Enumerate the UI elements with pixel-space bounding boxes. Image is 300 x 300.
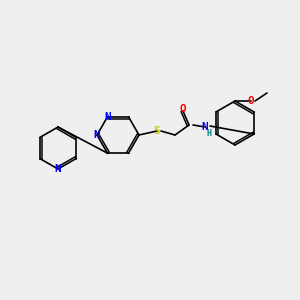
Text: S: S	[154, 126, 160, 136]
Text: N: N	[202, 122, 208, 132]
Text: N: N	[94, 130, 100, 140]
Text: H: H	[206, 128, 211, 137]
Text: N: N	[55, 164, 62, 174]
Text: O: O	[180, 104, 186, 114]
Text: O: O	[248, 96, 254, 106]
Text: N: N	[104, 112, 111, 122]
